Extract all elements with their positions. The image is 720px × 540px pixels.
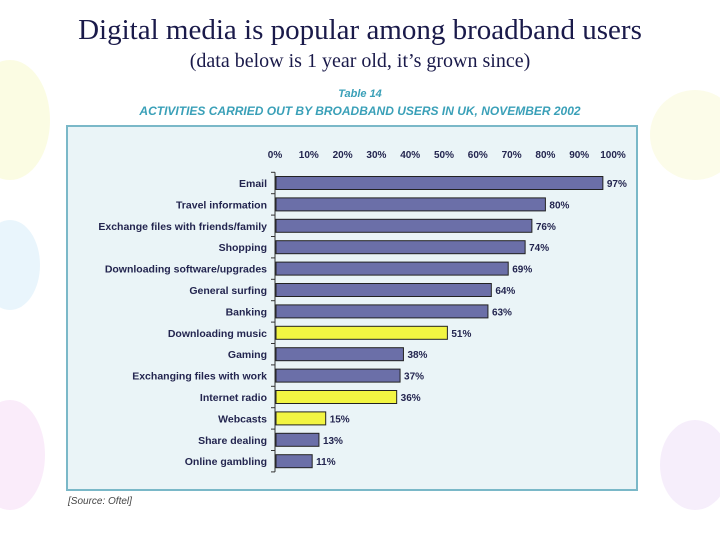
bar (275, 411, 327, 426)
value-label: 69% (512, 265, 532, 276)
table-label: Table 14 (338, 88, 382, 100)
bar-chart: 0% 10% 20% 30% 40% 50% 60% 70% 80% 90% 100% Email 97… (98, 150, 627, 473)
bar (275, 261, 509, 276)
bar (275, 432, 320, 447)
value-label: 15% (330, 414, 350, 425)
decorative-shape (650, 90, 720, 180)
value-label: 37% (404, 372, 424, 383)
x-tick-label: 20% (333, 150, 353, 161)
category-label: Travel information (176, 199, 267, 211)
slide-subtitle: (data below is 1 year old, it’s grown si… (189, 50, 531, 72)
category-label: Email (239, 178, 267, 190)
bar (275, 304, 489, 319)
slide-title: Digital media is popular among broadband… (78, 14, 642, 46)
x-tick-label: 40% (400, 150, 420, 161)
category-label: Internet radio (200, 392, 267, 404)
chart-title: ACTIVITIES CARRIED OUT BY BROADBAND USER… (139, 104, 581, 118)
category-label: Share dealing (198, 435, 267, 447)
category-label: Shopping (219, 242, 267, 254)
value-label: 38% (407, 350, 427, 361)
category-label: Exchange files with friends/family (98, 221, 267, 233)
value-label: 13% (323, 436, 343, 447)
category-label: Webcasts (218, 413, 267, 425)
category-label: Downloading software/upgrades (105, 264, 267, 276)
x-tick-label: 10% (299, 150, 319, 161)
bar (275, 325, 448, 340)
bar (275, 176, 604, 190)
value-label: 63% (492, 307, 512, 318)
x-tick-label: 60% (468, 150, 488, 161)
value-label: 76% (536, 222, 556, 233)
bar (275, 454, 313, 469)
x-tick-label: 70% (502, 150, 522, 161)
x-tick-label: 50% (434, 150, 454, 161)
value-label: 51% (451, 329, 471, 340)
bar (275, 197, 546, 212)
decorative-shape (0, 220, 40, 310)
decorative-shape (0, 400, 45, 510)
category-label: Exchanging files with work (132, 371, 267, 383)
x-tick-label: 30% (366, 150, 386, 161)
decorative-shape (0, 60, 50, 180)
category-label: Online gambling (185, 456, 267, 468)
category-label: Gaming (228, 349, 267, 361)
category-label: General surfing (189, 285, 267, 297)
decorative-shape (660, 420, 720, 510)
x-tick-label: 80% (535, 150, 555, 161)
bar (275, 347, 404, 362)
x-tick-label: 90% (569, 150, 589, 161)
bar (275, 390, 398, 404)
bar (275, 283, 492, 297)
value-label: 11% (316, 457, 336, 468)
value-label: 97% (607, 179, 627, 190)
value-label: 80% (549, 200, 569, 211)
value-label: 64% (495, 286, 515, 297)
x-tick-label: 0% (268, 150, 283, 161)
chart-frame: 0% 10% 20% 30% 40% 50% 60% 70% 80% 90% 100% Email 97… (66, 125, 638, 491)
source-note: [Source: Oftel] (68, 496, 132, 507)
x-tick-label: 100% (600, 150, 626, 161)
value-label: 36% (401, 393, 421, 404)
bar (275, 240, 526, 255)
value-label: 74% (529, 243, 549, 254)
category-label: Banking (226, 306, 267, 318)
category-label: Downloading music (168, 328, 267, 340)
bar (275, 368, 401, 383)
bar (275, 218, 533, 233)
